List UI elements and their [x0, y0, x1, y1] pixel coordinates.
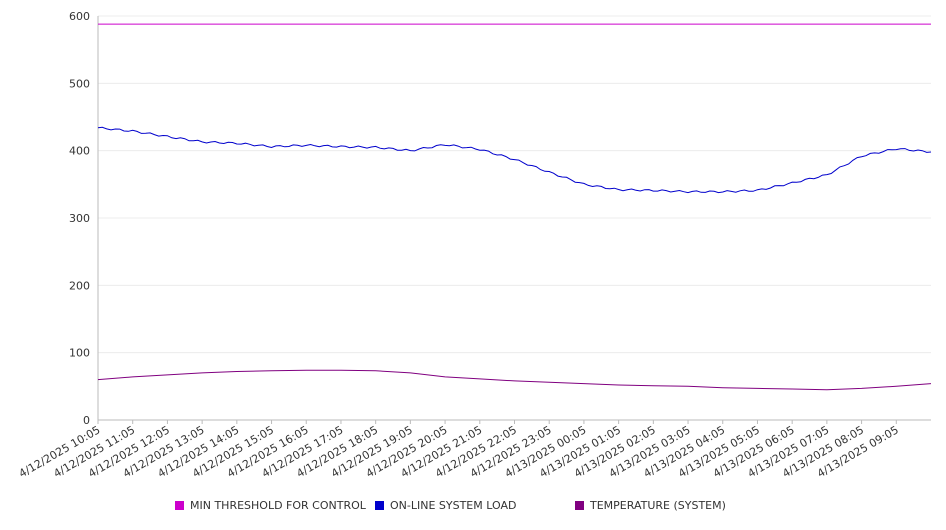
series-line-1	[97, 126, 932, 194]
legend-swatch-online-system-load	[375, 501, 384, 510]
legend-item-online-system-load[interactable]: ON-LINE SYSTEM LOAD	[375, 499, 516, 512]
legend-label-temperature: TEMPERATURE (SYSTEM)	[590, 499, 726, 512]
axes	[97, 16, 931, 424]
legend-label-min-threshold: MIN THRESHOLD FOR CONTROL	[190, 499, 366, 512]
legend-swatch-temperature	[575, 501, 584, 510]
legend-swatch-min-threshold	[175, 501, 184, 510]
legend-label-online-system-load: ON-LINE SYSTEM LOAD	[390, 499, 517, 512]
y-tick-labels: 0 100 200 300 400 500 600	[69, 10, 90, 427]
y-tick-label: 0	[83, 414, 90, 427]
legend: MIN THRESHOLD FOR CONTROL ON-LINE SYSTEM…	[0, 497, 946, 515]
grid-lines	[98, 15, 931, 354]
series-lines	[97, 23, 932, 391]
series-line-2	[97, 369, 932, 391]
y-tick-label: 400	[69, 145, 90, 158]
x-tick-labels: 4/12/2025 10:054/12/2025 11:054/12/2025 …	[17, 423, 901, 480]
y-tick-label: 100	[69, 347, 90, 360]
legend-item-min-threshold[interactable]: MIN THRESHOLD FOR CONTROL	[175, 499, 366, 512]
y-tick-label: 500	[69, 77, 90, 90]
legend-item-temperature[interactable]: TEMPERATURE (SYSTEM)	[575, 499, 726, 512]
y-tick-label: 200	[69, 279, 90, 292]
y-tick-label: 300	[69, 212, 90, 225]
series-group	[97, 126, 932, 194]
series-group	[97, 369, 932, 391]
y-tick-label: 600	[69, 10, 90, 23]
